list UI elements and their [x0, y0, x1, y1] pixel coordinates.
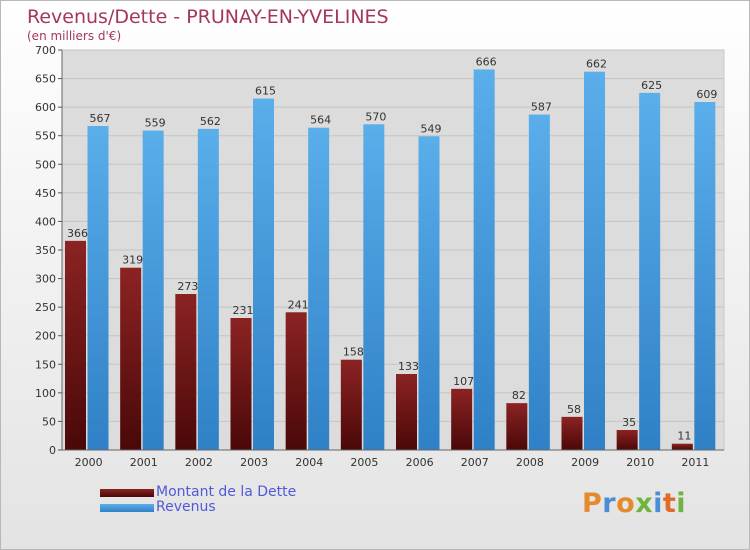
x-tick-label: 2007	[461, 456, 489, 469]
logo-letter: i	[676, 488, 687, 519]
bar-dette	[561, 416, 583, 450]
data-label-dette: 133	[398, 360, 419, 373]
data-label-revenus: 564	[310, 114, 331, 127]
data-label-revenus: 587	[531, 101, 552, 114]
bar-revenus	[694, 102, 716, 450]
y-tick-label: 150	[35, 358, 56, 371]
data-label-revenus: 549	[421, 122, 442, 135]
y-tick-label: 500	[35, 158, 56, 171]
y-tick-label: 700	[35, 44, 56, 57]
y-tick-label: 650	[35, 73, 56, 86]
data-label-revenus: 615	[255, 85, 276, 98]
y-tick-label: 450	[35, 187, 56, 200]
bar-revenus	[87, 126, 109, 450]
y-tick-label: 100	[35, 387, 56, 400]
x-tick-label: 2005	[350, 456, 378, 469]
data-label-revenus: 666	[476, 55, 497, 68]
x-tick-label: 2006	[406, 456, 434, 469]
x-tick-label: 2000	[75, 456, 103, 469]
data-label-revenus: 559	[145, 117, 166, 130]
logo-letter: t	[662, 488, 677, 519]
bar-dette	[671, 443, 693, 450]
data-label-dette: 11	[677, 430, 691, 443]
legend-swatch-dette	[100, 489, 154, 497]
bar-revenus	[528, 114, 550, 451]
data-label-dette: 107	[453, 375, 474, 388]
x-tick-label: 2003	[240, 456, 268, 469]
x-tick-label: 2011	[681, 456, 709, 469]
logo-letter: x	[635, 488, 654, 519]
y-tick-label: 550	[35, 130, 56, 143]
bar-revenus	[363, 124, 385, 451]
bar-revenus	[418, 136, 440, 451]
bar-revenus	[142, 130, 164, 451]
bar-revenus	[639, 92, 661, 450]
data-label-dette: 231	[233, 304, 254, 317]
bars	[65, 69, 716, 451]
chart-subtitle: (en milliers d'€)	[27, 29, 122, 43]
bar-dette	[175, 294, 197, 450]
data-label-dette: 82	[512, 389, 526, 402]
logo-letter: r	[602, 488, 617, 519]
logo-letter: i	[653, 488, 663, 519]
data-label-revenus: 625	[641, 79, 662, 92]
bar-revenus	[584, 71, 605, 450]
bar-revenus	[197, 128, 219, 450]
bar-dette	[65, 240, 86, 450]
data-label-dette: 273	[177, 280, 198, 293]
y-tick-label: 250	[35, 301, 56, 314]
bar-dette	[616, 430, 638, 450]
legend-label-dette: Montant de la Dette	[156, 484, 297, 500]
axes: 0 50 100 150 200 250 300 350 400 450 500 550 600 650 7…	[35, 44, 724, 469]
x-tick-label: 2004	[295, 456, 323, 469]
bar-dette	[396, 374, 417, 450]
bar-dette	[230, 318, 252, 450]
proxiti-logo: Proxiti	[582, 488, 686, 519]
bar-revenus	[473, 69, 495, 450]
y-tick-label: 350	[35, 244, 56, 257]
data-label-dette: 366	[67, 227, 88, 240]
logo-letter: P	[582, 488, 603, 519]
bar-dette	[120, 267, 142, 450]
data-label-revenus: 570	[365, 110, 386, 123]
bar-revenus	[308, 127, 330, 450]
x-tick-label: 2002	[185, 456, 213, 469]
bar-revenus	[253, 98, 274, 451]
x-tick-label: 2001	[130, 456, 158, 469]
data-label-dette: 319	[122, 254, 143, 267]
logo-letter: o	[616, 488, 636, 519]
y-tick-label: 0	[49, 444, 56, 457]
y-tick-label: 400	[35, 215, 56, 228]
data-label-revenus: 662	[586, 58, 607, 71]
bar-dette	[506, 403, 528, 450]
y-tick-label: 50	[42, 415, 56, 428]
bar-dette	[285, 312, 307, 450]
data-label-dette: 58	[567, 403, 581, 416]
data-labels: 366 567 319 559 273 562 231 615 241 564 158 570 133 5…	[67, 55, 717, 442]
data-label-dette: 35	[622, 416, 636, 429]
chart-title: Revenus/Dette - PRUNAY-EN-YVELINES	[27, 6, 389, 28]
data-label-dette: 158	[343, 346, 364, 359]
y-tick-label: 200	[35, 330, 56, 343]
bar-dette	[340, 359, 362, 450]
x-tick-label: 2009	[571, 456, 599, 469]
legend-label-revenus: Revenus	[156, 499, 216, 515]
legend-swatch-revenus	[100, 504, 154, 512]
data-label-revenus: 562	[200, 115, 221, 128]
bar-dette	[451, 388, 473, 450]
x-tick-label: 2008	[516, 456, 544, 469]
data-label-revenus: 609	[696, 88, 717, 101]
y-tick-label: 600	[35, 101, 56, 114]
data-label-revenus: 567	[90, 112, 111, 125]
y-tick-label: 300	[35, 273, 56, 286]
x-tick-label: 2010	[626, 456, 654, 469]
data-label-dette: 241	[288, 298, 309, 311]
